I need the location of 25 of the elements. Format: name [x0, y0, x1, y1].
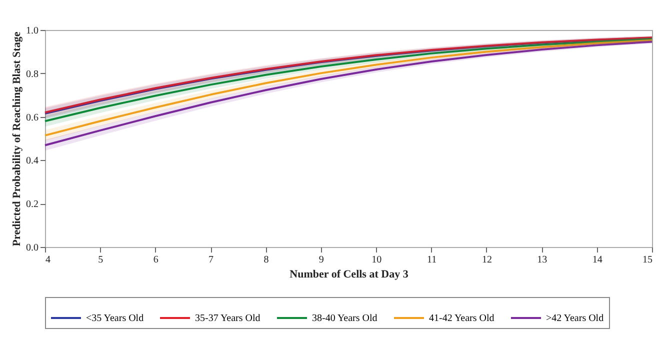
legend-label: <35 Years Old	[86, 313, 144, 324]
legend-label: 38-40 Years Old	[312, 313, 378, 324]
y-axis-title: Predicted Probability of Reaching Blast Stage	[11, 32, 23, 246]
x-tick-label: 5	[98, 254, 104, 266]
legend-label: >42 Years Old	[546, 313, 604, 324]
x-tick-label: 6	[153, 254, 158, 266]
y-tick-label: 0.0	[26, 242, 38, 254]
y-tick-label: 0.8	[26, 68, 38, 80]
x-tick-label: 7	[208, 254, 214, 266]
y-tick-label: 0.6	[26, 112, 38, 124]
x-tick-label: 14	[592, 254, 602, 266]
x-tick-label: 8	[264, 254, 269, 266]
x-tick-label: 12	[482, 254, 492, 266]
x-tick-label: 9	[318, 254, 324, 266]
y-tick-label: 0.2	[26, 199, 38, 210]
legend-label: 35-37 Years Old	[195, 313, 260, 324]
x-tick-label: 15	[642, 254, 652, 266]
x-tick-label: 10	[372, 254, 382, 266]
x-tick-label: 4	[46, 254, 50, 266]
x-tick-label: 13	[537, 254, 548, 266]
legend-label: 41-42 Years Old	[429, 313, 494, 324]
y-tick-label: 1.0	[26, 26, 38, 36]
x-axis-title: Number of Cells at Day 3	[290, 268, 409, 280]
x-tick-label: 11	[426, 254, 437, 266]
y-tick-label: 0.4	[26, 156, 38, 167]
